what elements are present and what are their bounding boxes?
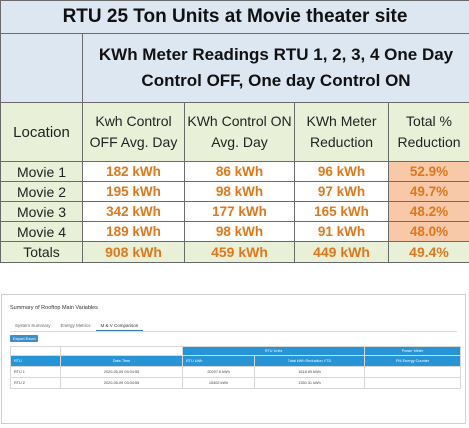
tab-bar: System Summary Energy Metrics M & V Comp… [10,321,144,331]
column-header-row: Location Kwh Control OFF Avg. Day KWh Co… [0,102,469,162]
location-cell: Movie 2 [0,181,83,202]
kwh-cell: 20297.6 kWh [182,366,255,378]
table-subtitle: KWh Meter Readings RTU 1, 2, 3, 4 One Da… [81,33,469,103]
group-blank [10,346,61,356]
reduction-cell: 1518.69 kWh [253,366,366,378]
control-on-cell: 86 kWh [184,161,295,182]
tab-energy-metrics[interactable]: Energy Metrics [60,323,91,328]
group-power-meter: Power Meter [364,346,462,356]
table-row: RTU 1 2020-05-09 03:04:55 20297.6 kWh 15… [10,366,462,378]
header-reduction: KWh Meter Reduction [294,102,389,162]
reduction-cell: 96 kWh [294,161,389,182]
header-control-off-line2: OFF Avg. Day [89,134,178,150]
control-off-cell: 342 kWh [82,201,185,222]
col-pm-energy-counter[interactable]: PM Energy Counter [364,355,462,367]
totals-control-on: 459 kWh [184,241,295,263]
location-cell: Movie 4 [0,221,83,242]
mv-comparison-table: RTU Units Power Meter RTU Date-Time RTU … [10,346,462,389]
col-total-reduction[interactable]: Total kWh Reduction YTD [253,355,366,367]
pm-cell [364,377,462,389]
reduction-cell: 165 kWh [294,201,389,222]
pct-cell: 48.2% [387,201,469,222]
header-reduction-line2: Reduction [309,134,374,150]
datetime-cell: 2020-05-09 03:04:55 [60,366,183,378]
header-control-on-line2: Avg. Day [211,134,268,150]
datetime-cell: 2020-05-09 03:04:55 [60,377,183,389]
header-total-pct-line1: Total % [406,113,452,129]
dashboard-title: Summary of Rooftop Main Variables [10,305,98,311]
header-total-pct-line2: Reduction [397,134,461,150]
reduction-cell: 97 kWh [294,181,389,202]
table-title: RTU 25 Ton Units at Movie theater site [0,0,469,34]
table-row: RTU 2 2020-05-09 03:04:55 15402 kWh 1350… [10,377,462,389]
col-rtu[interactable]: RTU [10,355,61,367]
header-control-on: KWh Control ON Avg. Day [184,102,295,162]
dashboard-panel: Summary of Rooftop Main Variables System… [1,294,466,424]
header-total-pct: Total % Reduction [387,102,469,162]
table-row: Movie 2 195 kWh 98 kWh 97 kWh 49.7% [0,181,469,202]
header-control-off-line1: Kwh Control [95,113,172,129]
totals-reduction: 449 kWh [294,241,389,263]
group-blank [60,346,183,356]
column-header-row: RTU Date-Time RTU kWh Total kWh Reductio… [10,355,462,367]
kwh-meter-table-container: RTU 25 Ton Units at Movie theater site K… [0,0,469,263]
totals-label: Totals [0,241,83,263]
pct-cell: 49.7% [387,181,469,202]
totals-control-off: 908 kWh [82,241,185,263]
control-on-cell: 177 kWh [184,201,295,222]
kwh-meter-table: RTU 25 Ton Units at Movie theater site K… [0,0,469,263]
pm-cell [364,366,462,378]
reduction-cell: 1350.31 kWh [253,377,366,389]
pct-cell: 48.0% [387,221,469,242]
table-row: Movie 1 182 kWh 86 kWh 96 kWh 52.9% [0,161,469,182]
reduction-cell: 91 kWh [294,221,389,242]
tab-mv-comparison[interactable]: M & V Comparison [95,321,144,331]
blank-corner-cell [0,33,83,103]
header-control-on-line1: KWh Control ON [187,113,292,129]
pct-cell: 52.9% [387,161,469,182]
location-cell: Movie 3 [0,201,83,222]
location-cell: Movie 1 [0,161,83,182]
group-rtu-units: RTU Units [181,346,366,356]
table-row: Movie 3 342 kWh 177 kWh 165 kWh 48.2% [0,201,469,222]
export-excel-button[interactable]: Export Excel [10,335,39,342]
tab-divider [10,331,457,332]
header-location: Location [0,102,83,162]
col-rtu-kwh[interactable]: RTU kWh [182,355,255,367]
rtu-cell: RTU 1 [10,366,61,378]
control-on-cell: 98 kWh [184,221,295,242]
control-off-cell: 182 kWh [82,161,185,182]
tab-system-summary[interactable]: System Summary [15,323,51,328]
table-row: Movie 4 189 kWh 98 kWh 91 kWh 48.0% [0,221,469,242]
header-reduction-line1: KWh Meter [306,113,377,129]
subtitle-line-1: KWh Meter Readings RTU 1, 2, 3, 4 One Da… [98,45,454,64]
rtu-cell: RTU 2 [10,377,61,389]
control-on-cell: 98 kWh [184,181,295,202]
subtitle-line-2: Control OFF, One day Control ON [141,71,411,90]
totals-row: Totals 908 kWh 459 kWh 449 kWh 49.4% [0,241,469,263]
control-off-cell: 195 kWh [82,181,185,202]
header-control-off: Kwh Control OFF Avg. Day [82,102,185,162]
control-off-cell: 189 kWh [82,221,185,242]
col-date-time[interactable]: Date-Time [60,355,183,367]
kwh-cell: 15402 kWh [182,377,255,389]
group-header-row: RTU Units Power Meter [10,346,462,356]
totals-pct: 49.4% [387,241,469,263]
